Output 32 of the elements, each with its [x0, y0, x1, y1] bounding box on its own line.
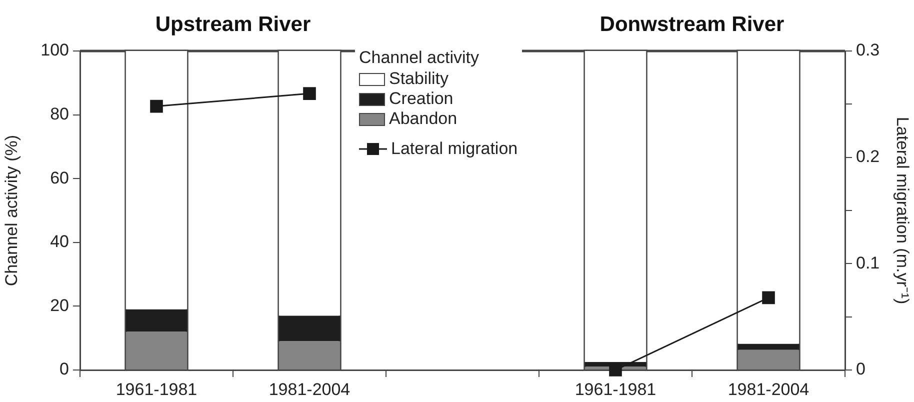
legend-label: Lateral migration [391, 139, 518, 159]
point [762, 291, 775, 304]
legend-label: Creation [389, 89, 454, 109]
bar [278, 316, 340, 342]
bar [738, 350, 800, 370]
y-tick-label: 100 [40, 40, 69, 60]
y-tick-label: 0 [60, 360, 69, 379]
x-tick-label: 1981-2004 [268, 380, 350, 399]
bar [278, 341, 340, 370]
y-tick-label: 80 [50, 104, 69, 124]
y2-axis-title: Lateral migration (m.yr⁻¹) [893, 116, 912, 304]
x-tick-label: 1961-1981 [574, 380, 656, 399]
text: Donwstream River [600, 12, 784, 36]
x-tick-label: 1961-1981 [116, 380, 198, 399]
x-tick-label: 1981-2004 [728, 380, 810, 399]
y2-tick-label: 0.1 [856, 253, 880, 272]
bar [126, 332, 188, 370]
legend-label: Stability [389, 69, 449, 89]
y2-tick-label: 0 [856, 360, 866, 379]
point [150, 100, 163, 113]
bar [126, 309, 188, 332]
point [303, 87, 316, 100]
y-axis-title: Channel activity (%) [2, 134, 21, 286]
y2-tick-label: 0.3 [856, 40, 880, 60]
legend-title: Channel activity [359, 48, 480, 68]
y2-tick-label: 0.2 [856, 147, 880, 166]
y-tick-label: 20 [50, 296, 69, 315]
y-tick-label: 60 [50, 168, 69, 188]
text: Upstream River [155, 12, 311, 36]
bar [738, 344, 800, 350]
legend-label: Abandon [389, 109, 458, 129]
y-tick-label: 40 [50, 232, 69, 252]
